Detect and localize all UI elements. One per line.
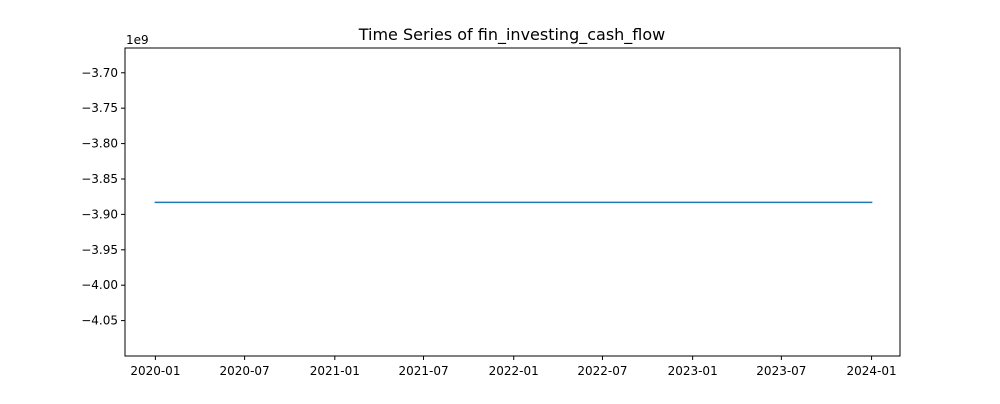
y-tick-label: −3.90: [81, 207, 118, 221]
x-tick-label: 2021-07: [398, 364, 448, 378]
y-tick-label: −4.05: [81, 314, 118, 328]
x-tick-label: 2023-01: [668, 364, 718, 378]
y-tick-label: −3.85: [81, 172, 118, 186]
x-tick-label: 2022-01: [489, 364, 539, 378]
x-tick-label: 2020-01: [130, 364, 180, 378]
x-tick-label: 2022-07: [577, 364, 627, 378]
y-tick-label: −3.95: [81, 243, 118, 257]
axes-frame: [124, 47, 901, 357]
y-axis-offset-label: 1e9: [126, 33, 149, 47]
y-tick-label: −4.00: [81, 278, 118, 292]
x-tick-label: 2023-07: [756, 364, 806, 378]
x-tick-label: 2021-01: [310, 364, 360, 378]
y-tick-label: −3.70: [81, 66, 118, 80]
plot-area: 2020-01 2020-07 2021-01 2021-07 2022-01 2022-…: [81, 47, 901, 378]
x-tick-label: 2024-01: [846, 364, 896, 378]
x-tick-label: 2020-07: [220, 364, 270, 378]
y-tick-label: −3.75: [81, 101, 118, 115]
y-tick-label: −3.80: [81, 137, 118, 151]
chart-title: Time Series of fin_investing_cash_flow: [358, 25, 666, 45]
